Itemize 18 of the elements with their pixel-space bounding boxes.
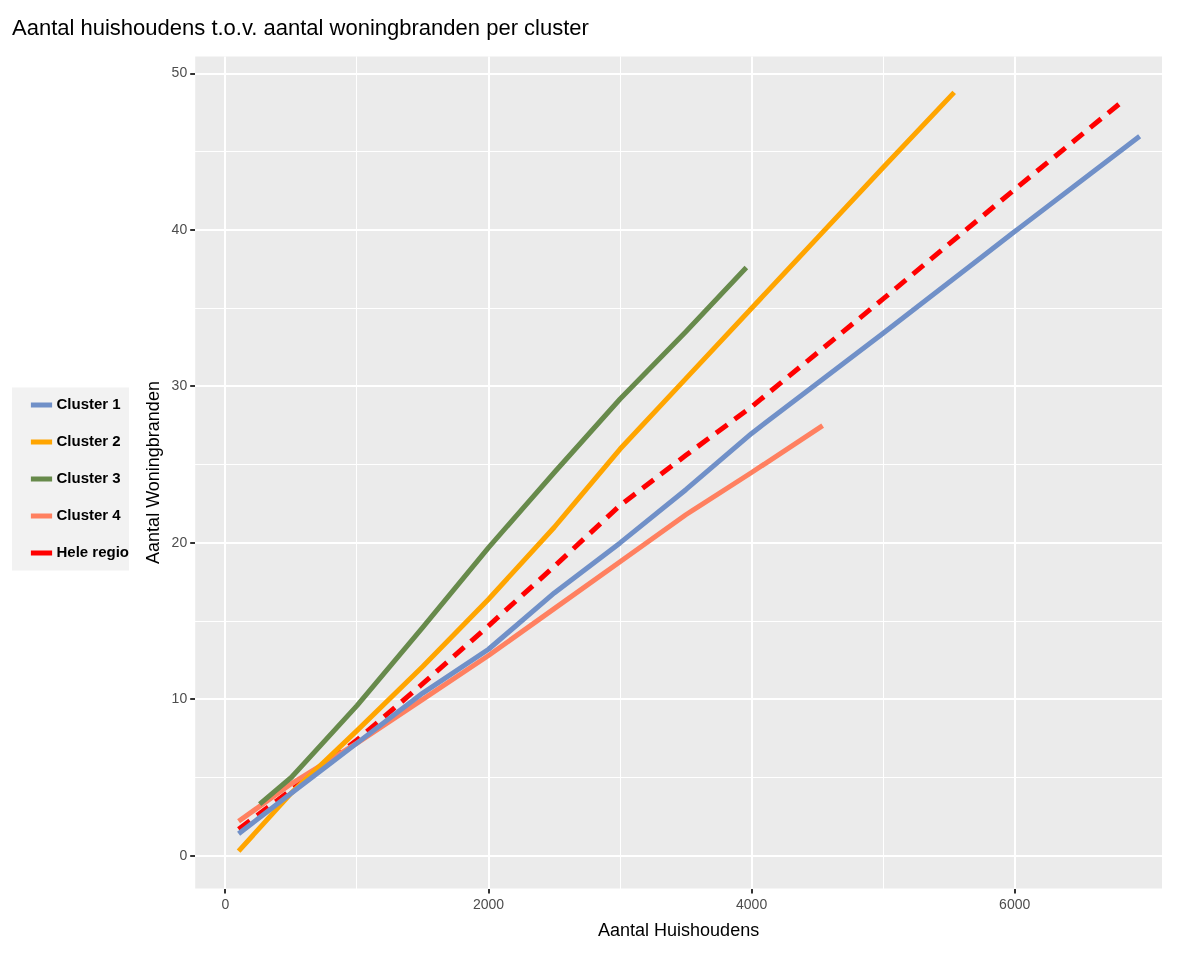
legend-label: Cluster 1 bbox=[56, 395, 121, 413]
x-axis-title: Aantal Huishoudens bbox=[598, 920, 760, 941]
y-tick-label: 40 bbox=[171, 220, 188, 237]
chart-title: Aantal huishoudens t.o.v. aantal woningbranden per cluster bbox=[12, 15, 589, 41]
x-tick-label: 0 bbox=[221, 895, 230, 912]
legend-label: Cluster 4 bbox=[56, 506, 122, 524]
x-tick-label: 2000 bbox=[472, 895, 505, 912]
y-tick-label: 30 bbox=[171, 377, 188, 394]
legend-label: Cluster 3 bbox=[56, 469, 121, 487]
y-tick-label: 50 bbox=[171, 64, 188, 81]
legend-label: Cluster 2 bbox=[56, 432, 121, 450]
legend-label: Hele regio bbox=[56, 543, 130, 561]
y-axis-title: Aantal Woningbranden bbox=[142, 381, 163, 564]
y-tick-label: 10 bbox=[171, 690, 188, 707]
x-tick-label: 6000 bbox=[999, 895, 1031, 912]
y-tick-label: 0 bbox=[179, 846, 188, 863]
x-tick-label: 4000 bbox=[736, 895, 768, 912]
y-tick-label: 20 bbox=[171, 533, 188, 550]
